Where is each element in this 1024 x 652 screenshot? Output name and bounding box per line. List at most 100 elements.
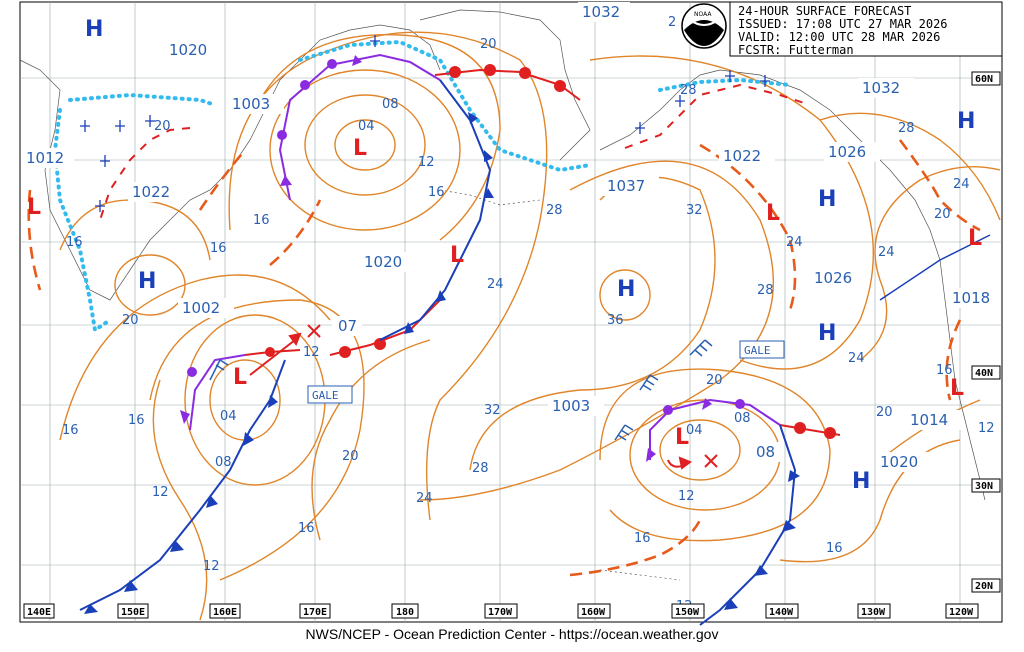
svg-text:32: 32 — [686, 203, 703, 218]
pressure-box-value: 1020 — [364, 253, 402, 271]
low-center: L — [766, 201, 780, 226]
gale-label: GALE — [744, 344, 771, 357]
svg-text:04: 04 — [358, 119, 375, 134]
svg-text:NOAA: NOAA — [694, 11, 712, 18]
graticule — [20, 2, 1002, 622]
svg-text:12: 12 — [978, 421, 995, 436]
svg-text:140W: 140W — [769, 607, 794, 618]
svg-text:16: 16 — [936, 363, 953, 378]
svg-text:150W: 150W — [675, 607, 700, 618]
occluded-fronts — [180, 53, 781, 462]
storm-track-arrows — [249, 332, 693, 470]
svg-text:20: 20 — [122, 313, 139, 328]
troughs — [27, 139, 981, 577]
forecaster: FCSTR: Futterman — [738, 43, 854, 57]
svg-text:16: 16 — [826, 541, 843, 556]
latitude-axis: 60N 40N 30N 20N — [971, 71, 1001, 593]
svg-text:28: 28 — [757, 283, 774, 298]
map-frame — [19, 1, 1003, 623]
isobars — [59, 31, 1001, 621]
high-center: H — [85, 17, 103, 42]
low-center: L — [353, 136, 367, 161]
low-center: L — [450, 243, 464, 268]
forecast-x-marks — [307, 324, 718, 468]
pressure-box-value: 1012 — [26, 149, 64, 167]
pressure-box-value: 1022 — [132, 183, 170, 201]
pressure-box-value: 1032 — [582, 3, 620, 21]
svg-text:130W: 130W — [861, 607, 886, 618]
pressure-box-value: 1003 — [552, 397, 590, 415]
warm-fronts — [244, 64, 841, 439]
noaa-logo: NOAA — [681, 3, 727, 49]
high-center: H — [818, 321, 836, 346]
low-center: L — [675, 425, 689, 450]
svg-text:16: 16 — [66, 235, 83, 250]
svg-text:170E: 170E — [303, 607, 327, 618]
svg-text:08: 08 — [382, 97, 399, 112]
pressure-box-value: 1018 — [952, 289, 990, 307]
svg-text:24: 24 — [878, 245, 895, 260]
svg-text:170W: 170W — [488, 607, 513, 618]
freezing-spray-symbols — [80, 35, 770, 212]
svg-text:16: 16 — [62, 423, 79, 438]
svg-text:16: 16 — [634, 531, 651, 546]
svg-text:28: 28 — [680, 83, 697, 98]
low-center: L — [233, 365, 247, 390]
svg-text:20: 20 — [154, 119, 171, 134]
svg-text:180: 180 — [396, 607, 414, 618]
svg-text:08: 08 — [734, 411, 751, 426]
svg-text:160W: 160W — [581, 607, 606, 618]
pressure-box-value: 1002 — [182, 299, 220, 317]
svg-text:24: 24 — [487, 277, 504, 292]
pressure-box-value: 1037 — [607, 177, 645, 195]
svg-text:20: 20 — [706, 373, 723, 388]
svg-text:60N: 60N — [975, 74, 993, 85]
high-center: H — [957, 109, 975, 134]
svg-text:16: 16 — [298, 521, 315, 536]
svg-text:28: 28 — [546, 203, 563, 218]
gale-label: GALE — [312, 389, 339, 402]
longitude-axis: 140E 150E 160E 170E 180 170W 160W 150W 1… — [23, 603, 979, 619]
svg-text:160E: 160E — [213, 607, 237, 618]
svg-text:12: 12 — [303, 345, 320, 360]
pressure-value-boxes: 1032 1020 1003 1012 1022 1037 1020 1002 … — [22, 2, 1000, 472]
svg-text:24: 24 — [416, 491, 433, 506]
svg-text:36: 36 — [607, 313, 624, 328]
pressure-box-value: 1032 — [862, 79, 900, 97]
svg-text:24: 24 — [953, 177, 970, 192]
high-center: H — [617, 277, 635, 302]
svg-text:20: 20 — [480, 37, 497, 52]
svg-text:150E: 150E — [121, 607, 145, 618]
svg-text:20N: 20N — [975, 581, 993, 592]
pressure-box-value: 1022 — [723, 147, 761, 165]
svg-text:12: 12 — [203, 559, 220, 574]
svg-text:24: 24 — [786, 235, 803, 250]
svg-text:04: 04 — [686, 423, 703, 438]
svg-text:30N: 30N — [975, 481, 993, 492]
svg-text:40N: 40N — [975, 368, 993, 379]
svg-text:20: 20 — [876, 405, 893, 420]
svg-text:16: 16 — [253, 213, 270, 228]
pressure-box-value: 1003 — [232, 95, 270, 113]
svg-text:24: 24 — [848, 351, 865, 366]
gale-warnings: GALE GALE — [307, 340, 785, 404]
high-center: H — [818, 187, 836, 212]
svg-text:16: 16 — [210, 241, 227, 256]
pressure-box-value: 1014 — [910, 411, 948, 429]
svg-text:12: 12 — [678, 489, 695, 504]
pressure-box-value: 1020 — [169, 41, 207, 59]
svg-text:32: 32 — [484, 403, 501, 418]
svg-text:04: 04 — [220, 409, 237, 424]
pressure-centers: H H H H H H H L L L L L L L L — [27, 17, 982, 494]
high-center: H — [138, 269, 156, 294]
pressure-box-value: 08 — [756, 443, 775, 461]
pressure-box-value: 1026 — [814, 269, 852, 287]
svg-text:12: 12 — [418, 155, 435, 170]
svg-text:20: 20 — [342, 449, 359, 464]
low-center: L — [968, 226, 982, 251]
chart-title: 24-HOUR SURFACE FORECAST — [738, 4, 911, 18]
isobar-labels: 20 08 04 12 16 16 16 16 24 28 32 24 28 2… — [62, 15, 995, 614]
issued-time: ISSUED: 17:08 UTC 27 MAR 2026 — [738, 17, 948, 31]
forecast-header: 24-HOUR SURFACE FORECAST ISSUED: 17:08 U… — [729, 1, 1003, 57]
